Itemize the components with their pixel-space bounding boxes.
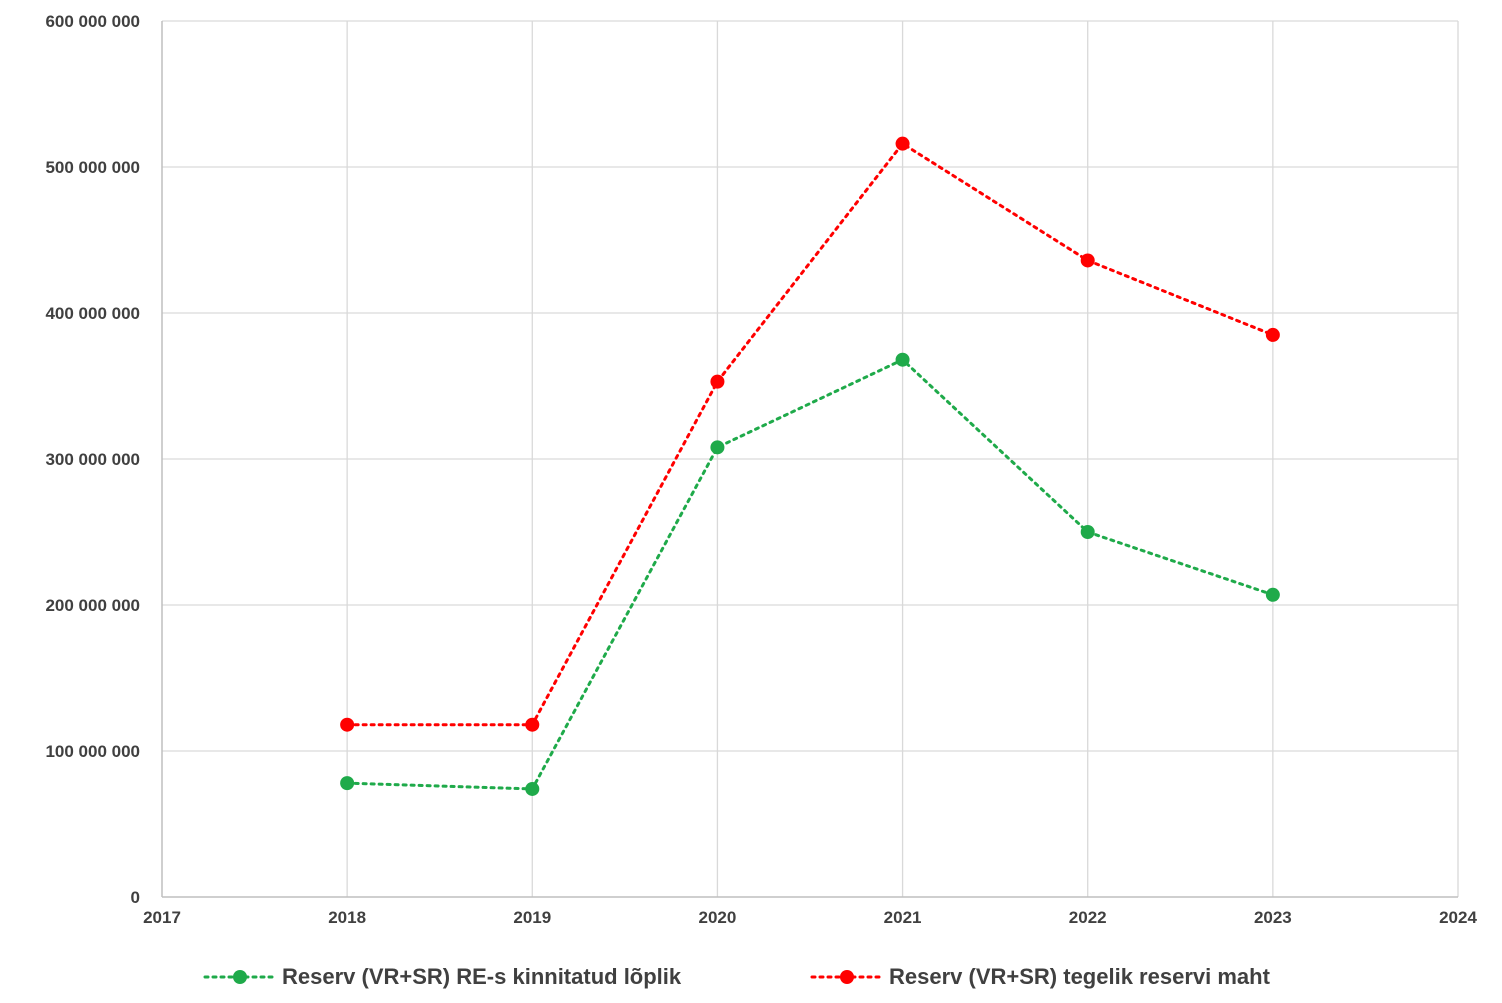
data-point <box>710 440 725 455</box>
data-point <box>340 776 355 791</box>
grid <box>162 20 1459 897</box>
y-tick-label: 500 000 000 <box>45 158 140 177</box>
series-line-2 <box>345 141 1275 727</box>
legend-marker <box>840 970 854 984</box>
data-point <box>1080 253 1095 268</box>
legend-marker <box>233 970 247 984</box>
x-tick-label: 2018 <box>328 908 366 927</box>
x-tick-label: 2024 <box>1439 908 1477 927</box>
data-point <box>525 781 540 796</box>
y-tick-label: 0 <box>131 888 140 907</box>
y-tick-label: 300 000 000 <box>45 450 140 469</box>
series-line-1 <box>345 357 1275 791</box>
data-point <box>340 717 355 732</box>
data-point <box>1080 525 1095 539</box>
data-point <box>1265 327 1280 342</box>
legend-label: Reserv (VR+SR) tegelik reservi maht <box>889 964 1271 989</box>
data-point <box>895 352 910 367</box>
data-point <box>525 717 540 732</box>
legend-label: Reserv (VR+SR) RE-s kinnitatud lõplik <box>282 964 682 989</box>
axes <box>161 21 1458 898</box>
x-tick-label: 2017 <box>143 908 181 927</box>
data-point <box>1265 587 1280 602</box>
x-tick-label: 2020 <box>699 908 737 927</box>
y-tick-label: 400 000 000 <box>45 304 140 323</box>
y-tick-label: 600 000 000 <box>45 12 140 31</box>
x-tick-label: 2022 <box>1069 908 1107 927</box>
x-tick-label: 2023 <box>1254 908 1292 927</box>
x-tick-label: 2019 <box>513 908 551 927</box>
y-tick-label: 200 000 000 <box>45 596 140 615</box>
series-group <box>340 136 1280 796</box>
y-tick-label: 100 000 000 <box>45 742 140 761</box>
data-point <box>710 374 725 389</box>
tick-labels: 0 100 000 000 200 000 000 300 000 000 400 00… <box>45 12 1477 927</box>
x-tick-label: 2021 <box>884 908 922 927</box>
data-point <box>895 136 910 151</box>
legend: Reserv (VR+SR) RE-s kinnitatud lõplik Res… <box>203 964 1271 989</box>
